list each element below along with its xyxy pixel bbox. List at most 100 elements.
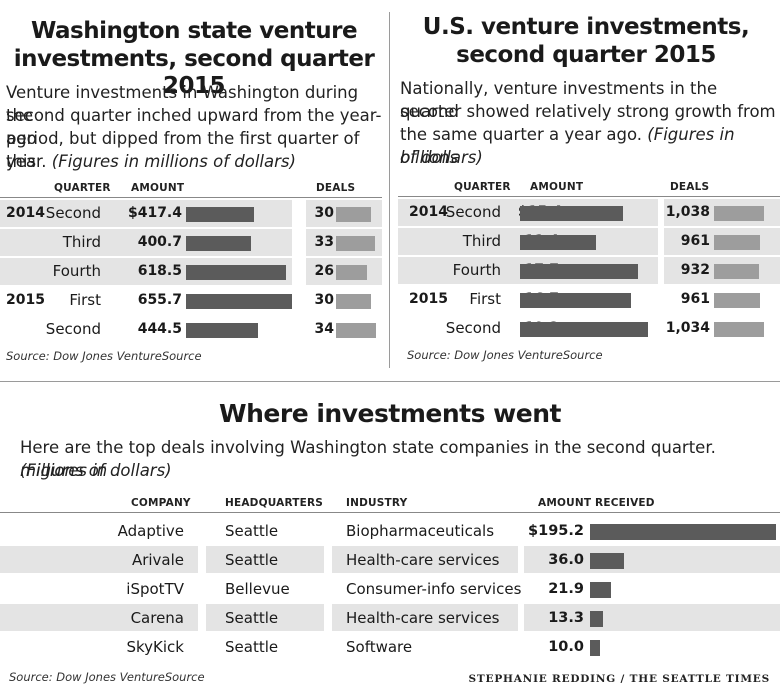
us-row: Second19.21,034 xyxy=(392,315,780,342)
industry-name: Biopharmaceuticals xyxy=(346,522,495,540)
us-deals-label: 1,038 xyxy=(665,204,710,220)
investment-row-band xyxy=(206,604,324,631)
washington-amount-label: 655.7 xyxy=(137,292,182,308)
washington-deals-bar xyxy=(336,207,372,222)
industry-name: Software xyxy=(346,638,413,656)
washington-intro-line2: second quarter inched upward from the ye… xyxy=(6,106,382,148)
washington-row: 2014 Second $417.4 30 xyxy=(0,200,390,227)
us-source: Source: Dow Jones VentureSource xyxy=(407,348,603,362)
investments-intro-plain: Here are the top deals involving Washing… xyxy=(20,438,716,457)
amount-received-label: 36.0 xyxy=(548,552,584,568)
panel-divider-vertical xyxy=(389,12,390,368)
investments-intro-line1: Here are the top deals involving Washing… xyxy=(20,436,780,482)
investment-row: SkyKick Seattle Software 10.0 xyxy=(0,633,780,662)
investment-row-band xyxy=(206,546,324,573)
us-intro-plain: the same quarter a year ago. xyxy=(400,125,648,144)
us-deals-bar xyxy=(714,322,764,337)
us-panel: U.S. venture investments, second quarter… xyxy=(392,0,780,380)
washington-quarter-label: First xyxy=(69,291,101,309)
us-amount-bar xyxy=(520,264,638,279)
us-intro-line3: the same quarter a year ago. (Figures in… xyxy=(400,123,780,169)
investment-row: Adaptive BiotechnologiesSeattleBiopharma… xyxy=(0,517,780,568)
washington-deals-bar xyxy=(336,323,376,338)
us-deals-bar xyxy=(714,206,764,221)
amount-received-bar xyxy=(590,640,600,656)
us-header-rule xyxy=(398,196,780,197)
amount-received-label: 21.9 xyxy=(548,581,584,597)
headquarters-name: Seattle xyxy=(225,522,279,540)
investment-row: Carena Seattle Health-care services 13.3 xyxy=(0,604,780,633)
investments-source: Source: Dow Jones VentureSource xyxy=(9,670,205,684)
us-deals-header: DEALS xyxy=(670,181,710,193)
headquarters-name: Bellevue xyxy=(225,580,290,598)
investments-header-rule xyxy=(0,512,780,513)
washington-deals-label: 26 xyxy=(314,263,334,279)
washington-quarter-label: Second xyxy=(45,204,101,222)
company-name: iSpotTV xyxy=(126,580,184,598)
amount-received-header: AMOUNT RECEIVED xyxy=(538,497,655,509)
washington-row: Second 444.5 34 xyxy=(0,316,390,343)
washington-deals-label: 33 xyxy=(314,234,334,250)
investment-row-band xyxy=(524,604,780,631)
washington-intro-plain: year. xyxy=(6,152,52,171)
investment-row-band xyxy=(0,546,198,573)
washington-deals-label: 34 xyxy=(314,321,334,337)
washington-deals-bar xyxy=(336,236,375,251)
us-amount-bar xyxy=(520,293,632,308)
washington-year-label: 2015 xyxy=(6,292,45,308)
washington-intro-line1: Venture investments in Washington during… xyxy=(6,83,359,125)
headquarters-name: Seattle xyxy=(225,551,279,569)
washington-deals-label: 30 xyxy=(314,205,334,221)
headquarters-name: Seattle xyxy=(225,609,279,627)
washington-title-line2: investments, second quarter 2015 xyxy=(13,46,375,99)
us-title-line2: second quarter 2015 xyxy=(456,42,716,68)
washington-deals-label: 30 xyxy=(314,292,334,308)
us-year-label: 2014 xyxy=(409,204,448,220)
investments-intro-unit-a: (Figures in xyxy=(20,461,108,480)
amount-received-bar xyxy=(590,611,603,627)
headquarters-name: Seattle xyxy=(225,638,279,656)
us-title-line1: U.S. venture investments, xyxy=(422,14,750,40)
washington-source: Source: Dow Jones VentureSource xyxy=(6,349,202,363)
us-quarter-label: First xyxy=(469,290,501,308)
us-amount-bar xyxy=(520,206,623,221)
washington-header-rule xyxy=(0,197,382,198)
amount-received-bar xyxy=(590,524,776,540)
us-year-label: 2015 xyxy=(409,291,448,307)
us-row: Third11.4961 xyxy=(392,228,780,255)
us-deals-label: 1,034 xyxy=(665,320,710,336)
industry-name: Health-care services xyxy=(346,551,500,569)
amount-received-bar xyxy=(590,582,611,598)
investments-intro-unit-b: millions of dollars) xyxy=(20,461,172,480)
amount-received-label: $195.2 xyxy=(528,523,584,539)
washington-amount-header: AMOUNT xyxy=(131,182,185,194)
washington-deals-header: DEALS xyxy=(316,182,356,194)
credit-line: STEPHANIE REDDING / THE SEATTLE TIMES xyxy=(468,673,770,685)
investment-row-band xyxy=(332,604,518,631)
washington-amount-label: $417.4 xyxy=(127,205,182,221)
washington-intro-line4: year. (Figures in millions of dollars) xyxy=(6,150,296,173)
washington-deals-bar xyxy=(336,294,372,309)
industry-name: Consumer-info services xyxy=(346,580,522,598)
investment-row: iSpotTV Bellevue Consumer-info services 21.… xyxy=(0,575,780,604)
washington-amount-label: 400.7 xyxy=(137,234,182,250)
us-deals-bar xyxy=(714,293,761,308)
investments-title: Where investments went xyxy=(219,399,561,428)
us-intro-line1: Nationally, venture investments in the s… xyxy=(400,79,718,121)
industry-name: Health-care services xyxy=(346,609,500,627)
company-header: COMPANY xyxy=(131,497,191,509)
us-amount-bar xyxy=(520,235,596,250)
us-quarter-label: Second xyxy=(445,319,501,337)
washington-quarter-label: Fourth xyxy=(52,262,101,280)
us-quarter-label: Third xyxy=(462,232,501,250)
company-name: Carena xyxy=(130,609,184,627)
us-intro-unit-a: (Figures in billions xyxy=(400,125,735,167)
washington-amount-bar xyxy=(186,294,292,309)
company-name: Arivale xyxy=(131,551,184,569)
company-name: SkyKick xyxy=(126,638,185,656)
washington-amount-bar xyxy=(186,236,251,251)
us-deals-bar xyxy=(714,264,759,279)
us-intro-unit-b: of dollars) xyxy=(400,148,483,167)
us-amount-header: AMOUNT xyxy=(530,181,584,193)
washington-amount-label: 618.5 xyxy=(137,263,182,279)
